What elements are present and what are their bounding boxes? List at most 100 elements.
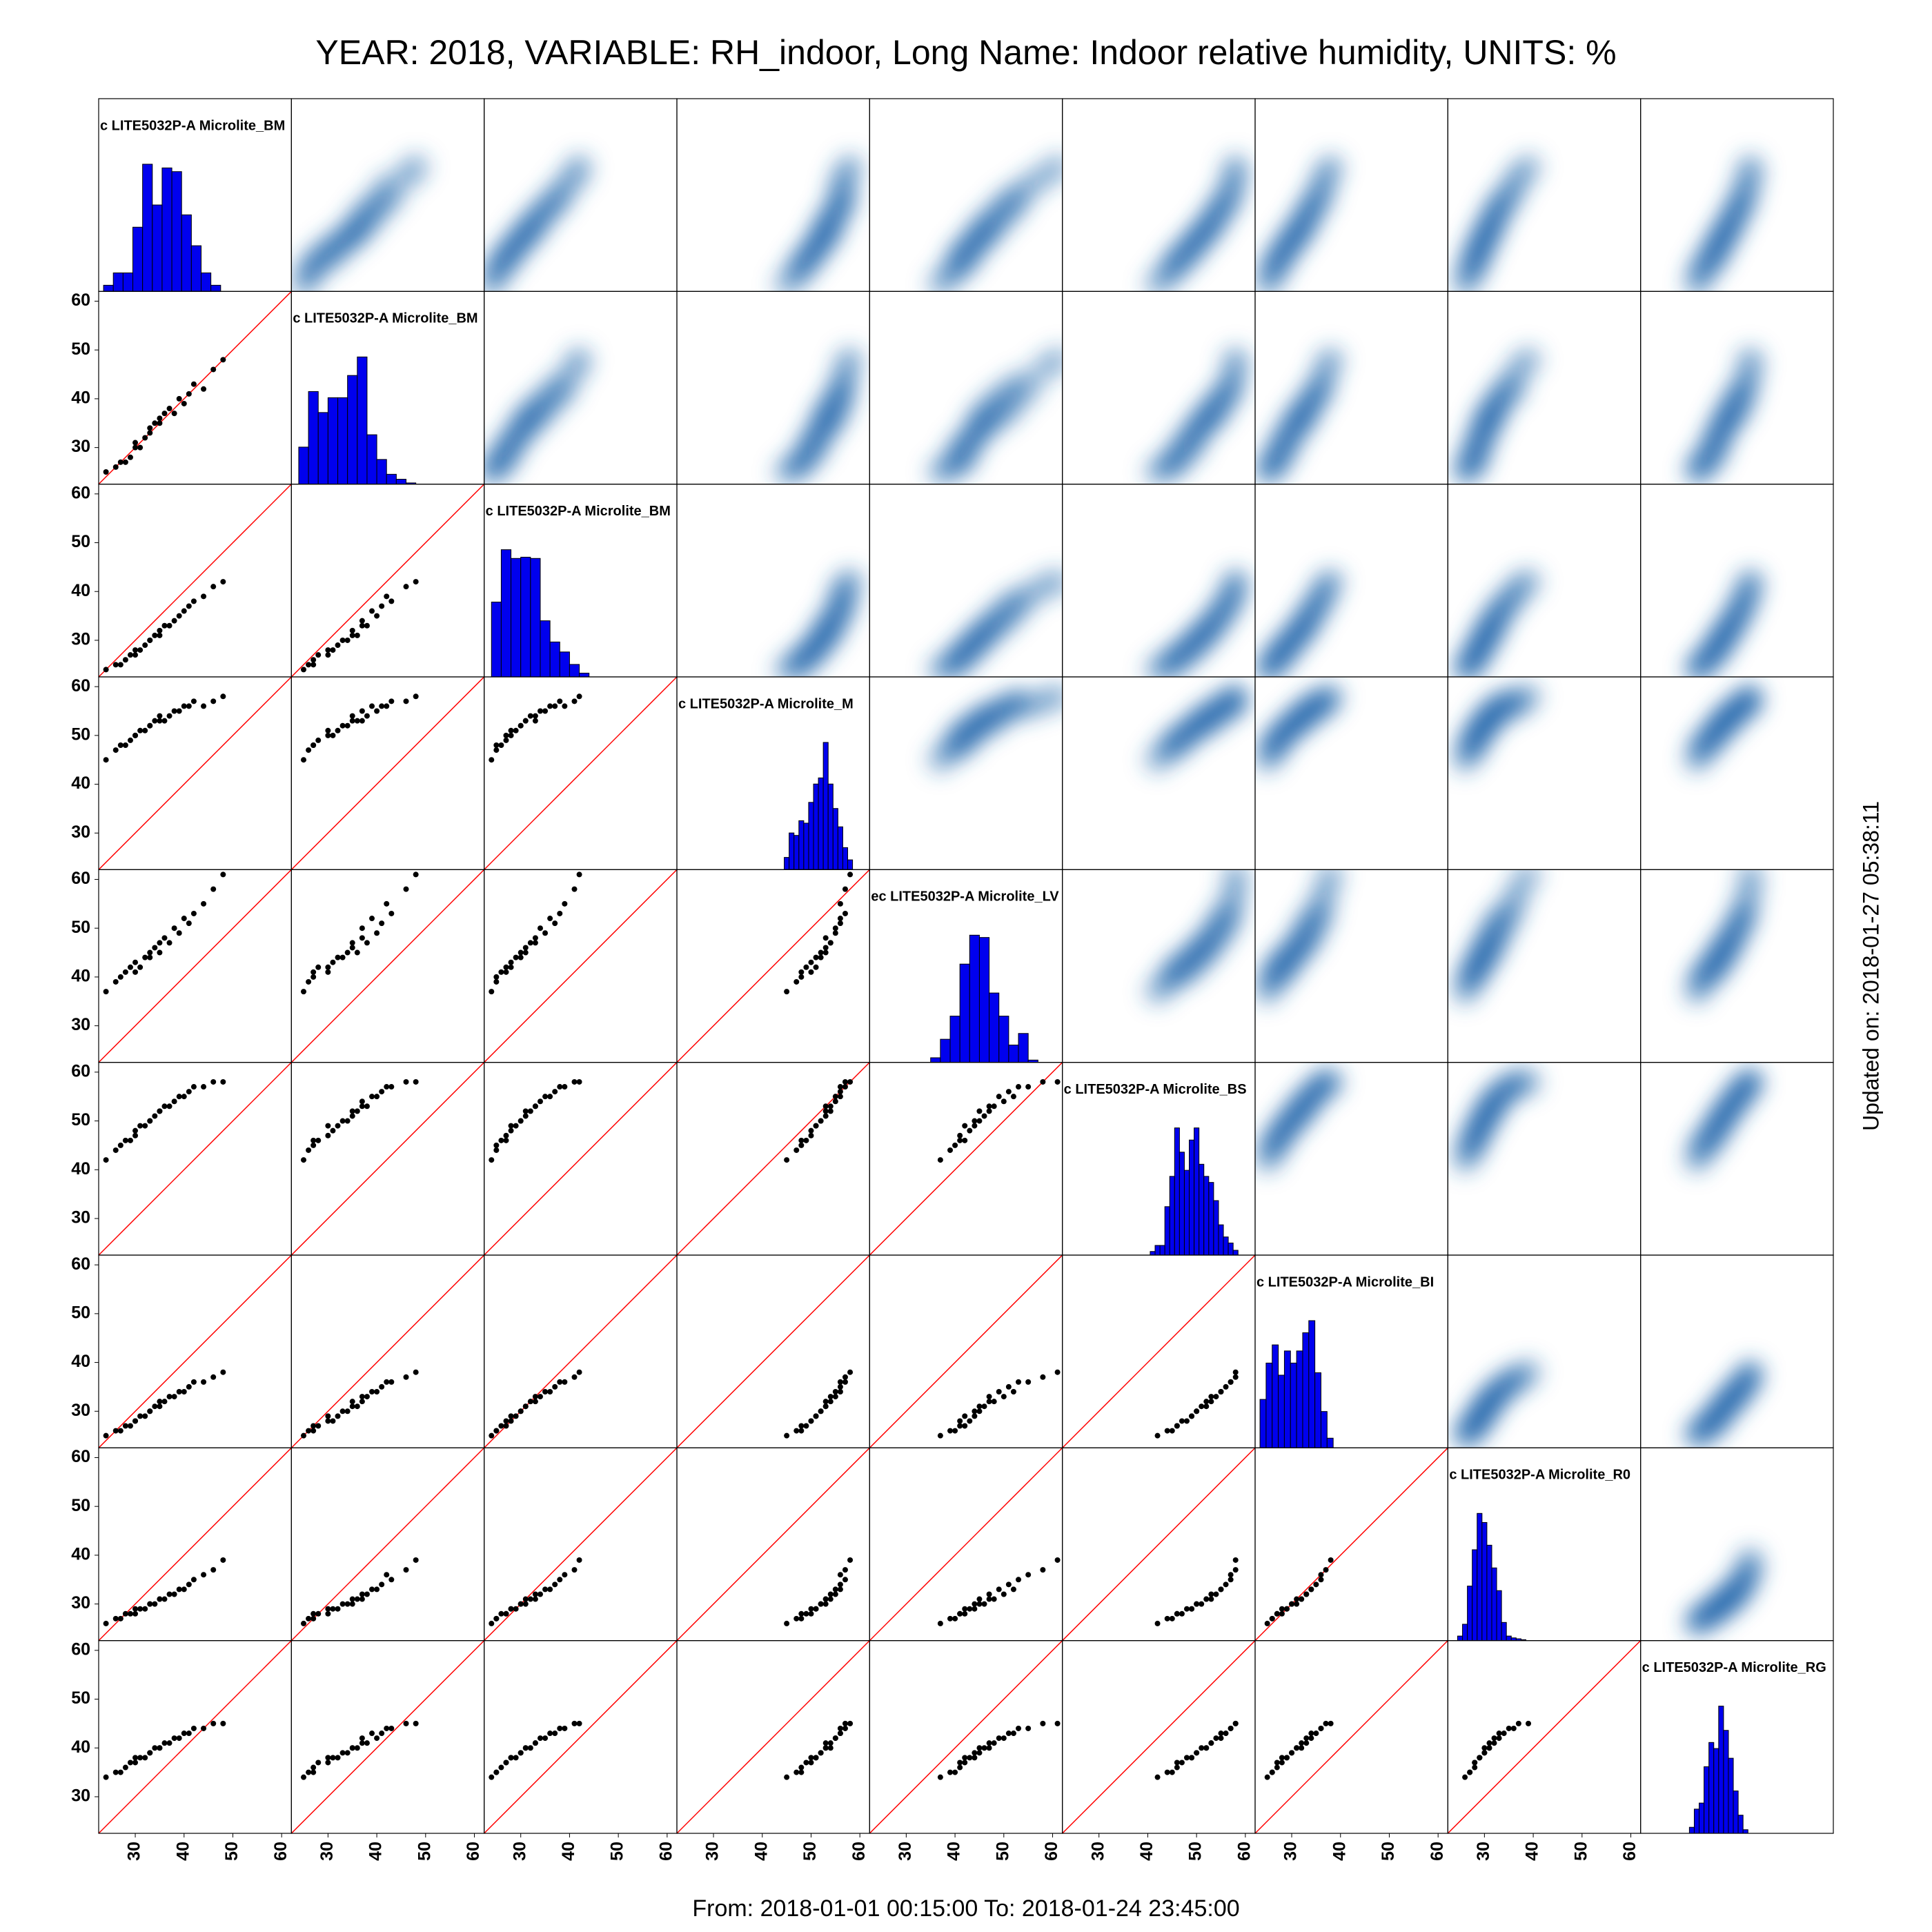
identity-line (99, 677, 292, 870)
scatter-point (1223, 1731, 1229, 1737)
histogram-bar (789, 832, 795, 870)
scatter-point (557, 1577, 563, 1583)
panel (1450, 1357, 1544, 1448)
histogram-bar (1481, 1521, 1488, 1641)
scatter-point (181, 916, 187, 922)
scatter-point (837, 1084, 843, 1090)
scatter-point (493, 974, 500, 980)
density (925, 344, 1063, 484)
scatter-point (1025, 1084, 1032, 1090)
histogram-bar (1462, 1624, 1468, 1641)
panel (1450, 681, 1544, 776)
density (1681, 1357, 1766, 1448)
scatter-point (547, 916, 553, 922)
scatter-point (325, 964, 331, 970)
x-tick-label: 30 (1281, 1842, 1301, 1861)
y-tick-label: 60 (71, 1061, 90, 1081)
scatter-point (220, 357, 226, 363)
density (1255, 1066, 1346, 1176)
scatter-point (349, 718, 355, 724)
scatter-point (157, 1745, 163, 1751)
scatter-point (976, 1408, 983, 1414)
histogram-bar (1742, 1829, 1748, 1834)
scatter-point (1054, 1557, 1061, 1563)
scatter-point (132, 959, 139, 965)
scatter-point (1005, 1089, 1012, 1095)
identity-line (291, 1448, 484, 1641)
scatter-point (493, 1769, 500, 1775)
histogram-bar (1203, 1176, 1210, 1255)
scatter-point (1164, 1428, 1170, 1434)
density (1142, 869, 1251, 1007)
scatter-point (518, 722, 524, 729)
scatter-point (171, 708, 177, 714)
scatter-point (359, 1098, 365, 1105)
scatter-point (379, 603, 385, 609)
scatter-point (310, 742, 317, 749)
scatter-point (142, 435, 148, 441)
scatter-point (349, 1596, 355, 1602)
scatter-point (967, 1755, 973, 1761)
density (1450, 1066, 1544, 1176)
scatter-point (986, 1740, 992, 1746)
scatter-point (962, 1137, 968, 1143)
scatter-point (186, 1089, 192, 1095)
identity-line (291, 1062, 484, 1255)
panel-label: c LITE5032P-A Microlite_BS (1064, 1082, 1247, 1097)
density (1255, 152, 1346, 292)
scatter-point (498, 969, 504, 975)
scatter-point (339, 722, 346, 729)
scatter-point (315, 1759, 322, 1766)
scatter-point (832, 1394, 838, 1400)
scatter-point (1232, 1720, 1239, 1726)
scatter-point (1228, 1572, 1234, 1578)
scatter-point (957, 1418, 963, 1424)
scatter-point (117, 662, 124, 668)
scatter-point (986, 1591, 992, 1597)
scatter-point (822, 1399, 829, 1405)
scatter-point (374, 613, 380, 619)
scatter-point (571, 1567, 578, 1573)
scatter-point (325, 1123, 331, 1129)
scatter-point (532, 718, 538, 724)
scatter-point (186, 1581, 192, 1588)
density-blob (1315, 1066, 1346, 1097)
scatter-point (1303, 1735, 1310, 1742)
scatter-point (1054, 1720, 1061, 1726)
panel (291, 152, 431, 292)
identity-line (1448, 1640, 1641, 1834)
scatter-point (152, 1601, 158, 1607)
scatter-point (1491, 1740, 1497, 1746)
scatter-point (822, 1596, 829, 1602)
scatter-point (1218, 1735, 1224, 1742)
histogram-bar (327, 397, 339, 484)
scatter-point (798, 1769, 805, 1775)
scatter-point (384, 1084, 390, 1090)
scatter-point (349, 1399, 355, 1405)
scatter-point (137, 727, 144, 733)
scatter-point (808, 1127, 814, 1134)
x-tick-label: 30 (1474, 1842, 1493, 1861)
scatter-point (1005, 1581, 1012, 1588)
scatter-point (359, 708, 365, 714)
histogram-bar (818, 777, 824, 870)
identity-line (99, 484, 292, 678)
density (1681, 344, 1766, 484)
scatter-point (349, 940, 355, 946)
scatter-point (808, 1759, 814, 1766)
scatter-point (210, 1078, 217, 1085)
panel (677, 1448, 870, 1641)
scatter-point (493, 1142, 500, 1148)
scatter-point (147, 1408, 153, 1414)
panel-label: c LITE5032P-A Microlite_BI (1256, 1274, 1434, 1290)
scatter-point (142, 1606, 148, 1612)
scatter-point (186, 920, 192, 927)
scatter-point (103, 757, 109, 763)
density-blob (564, 152, 595, 183)
scatter-point (837, 1581, 843, 1588)
scatter-point (379, 1731, 385, 1737)
scatter-point (493, 742, 500, 749)
scatter-point (161, 1596, 168, 1602)
scatter-point (142, 1755, 148, 1761)
identity-line (1062, 1448, 1255, 1641)
